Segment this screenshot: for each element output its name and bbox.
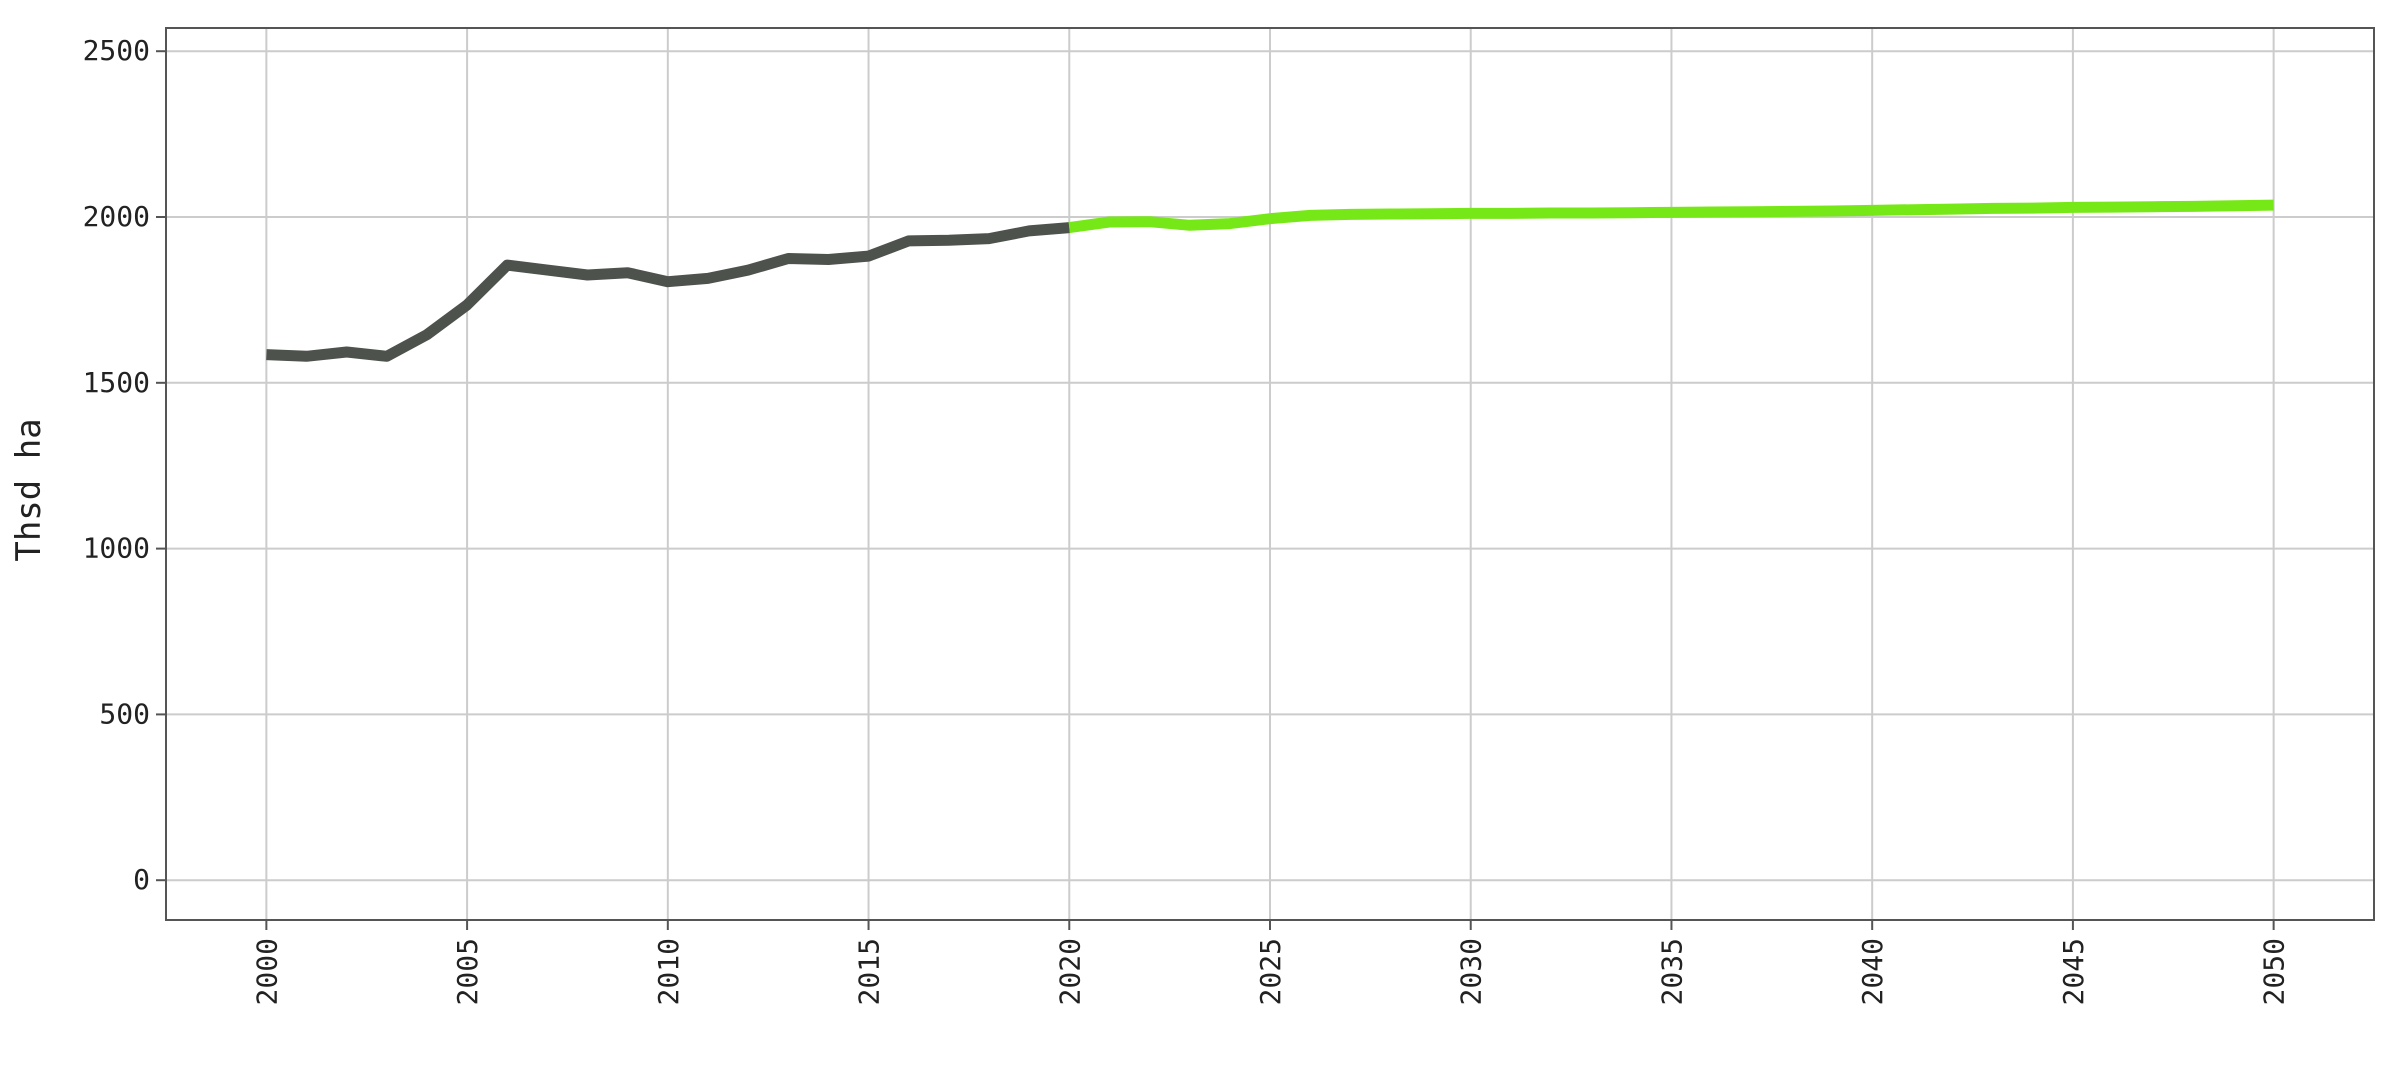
y-tick-label: 1500 — [83, 366, 150, 399]
y-tick-label: 2000 — [83, 200, 150, 233]
x-tick-label: 2010 — [652, 938, 685, 1005]
y-axis-label: Thsd ha — [9, 418, 49, 561]
x-tick-label: 2020 — [1053, 938, 1086, 1005]
series-line-2 — [1068, 199, 2274, 234]
y-axis-ticks: 0 500 1000 1500 2000 2500 — [83, 34, 166, 896]
x-tick-label: 2045 — [2057, 938, 2090, 1005]
series-lines — [266, 199, 2274, 362]
x-tick-label: 2040 — [1856, 938, 1889, 1005]
grid-lines — [166, 28, 2374, 920]
y-tick-label: 0 — [133, 863, 150, 896]
x-tick-label: 2030 — [1455, 938, 1488, 1005]
x-tick-label: 2025 — [1254, 938, 1287, 1005]
x-tick-label: 2035 — [1655, 938, 1688, 1005]
x-tick-label: 2050 — [2258, 938, 2291, 1005]
y-tick-label: 2500 — [83, 34, 150, 67]
y-tick-label: 1000 — [83, 532, 150, 565]
x-tick-label: 2015 — [853, 938, 886, 1005]
x-tick-label: 2005 — [451, 938, 484, 1005]
x-tick-label: 2000 — [250, 938, 283, 1005]
y-tick-label: 500 — [99, 697, 150, 730]
x-axis-ticks: 2000 2005 2010 2015 2020 2025 2030 2035 2040 2045… — [250, 920, 2291, 1005]
series-line-1 — [266, 222, 1070, 362]
